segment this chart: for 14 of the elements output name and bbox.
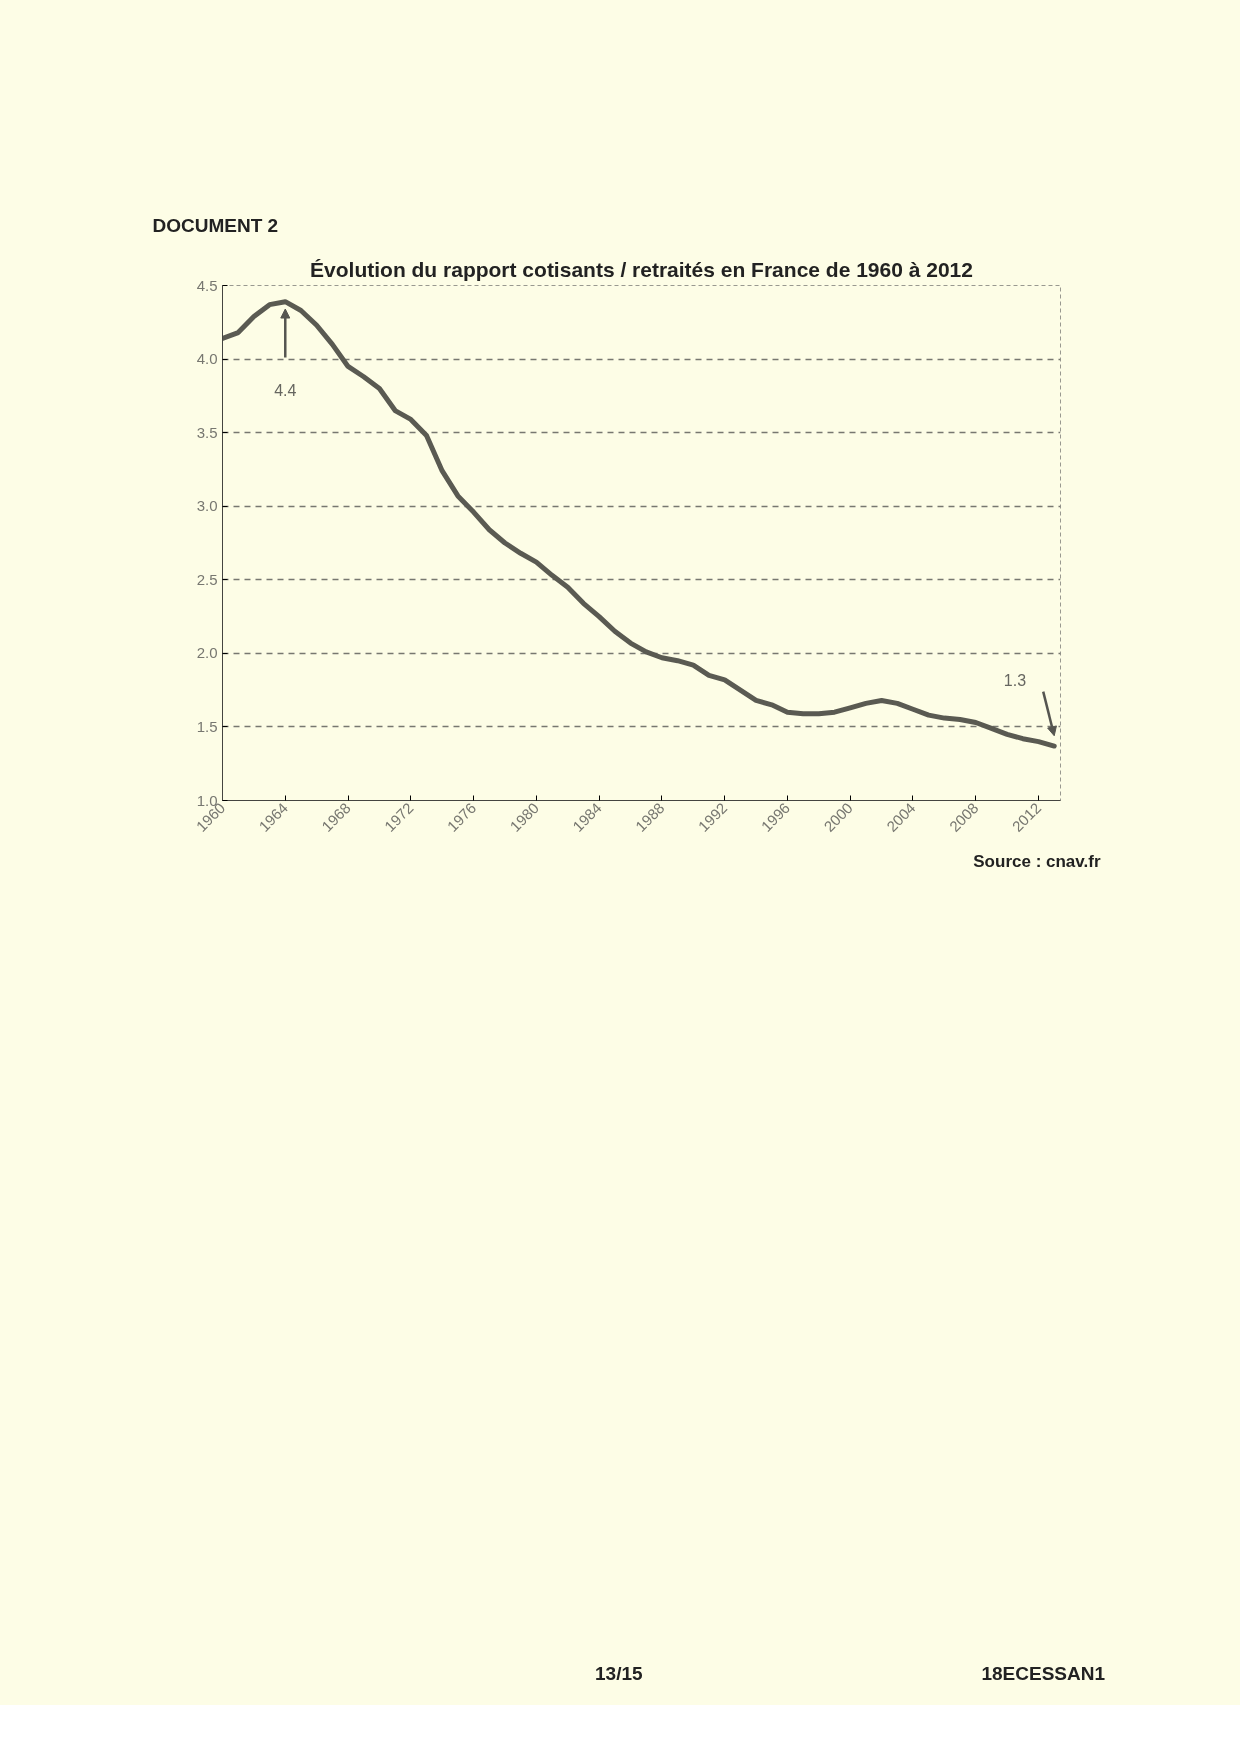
y-tick-label: 2.0 — [196, 644, 218, 662]
y-tick-label: 2.5 — [196, 570, 218, 588]
y-tick-label: 1.5 — [196, 717, 218, 735]
chart-title: Évolution du rapport cotisants / retraités en France de 1960 à 2012 — [310, 257, 973, 281]
annotation: 1.3 — [1003, 671, 1027, 689]
source-note: Source : cnav.fr — [973, 851, 1101, 871]
text: 18ECESSAN1 — [981, 1662, 1105, 1686]
y-tick-label: 4.0 — [196, 350, 218, 368]
text: DOCUMENT 2 — [152, 214, 279, 236]
y-tick-label: 4.5 — [196, 276, 218, 294]
annotation: 4.4 — [274, 381, 297, 399]
y-tick-label: 3.0 — [196, 497, 218, 515]
y-tick-label: 3.5 — [196, 423, 218, 441]
text: 13/15 — [595, 1662, 643, 1686]
